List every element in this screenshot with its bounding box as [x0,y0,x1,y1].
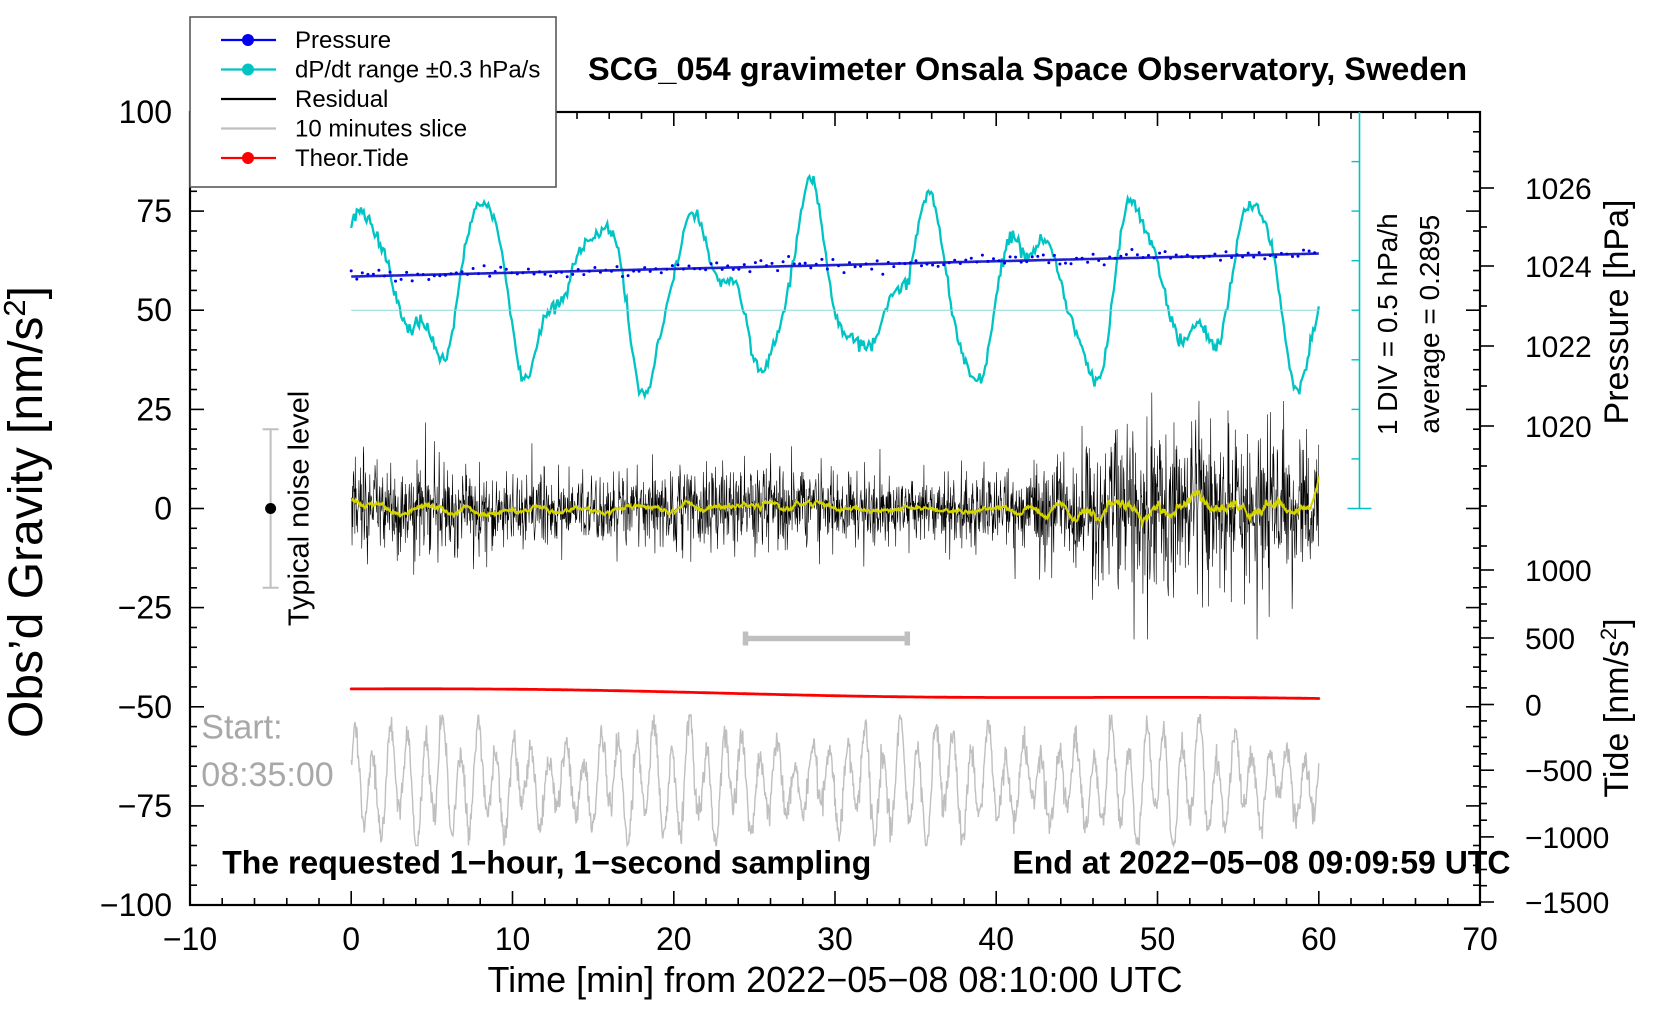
svg-text:40: 40 [978,921,1014,957]
svg-text:1026: 1026 [1525,173,1592,206]
svg-text:Pressure: Pressure [295,27,391,54]
svg-text:−100: −100 [100,887,172,923]
svg-text:dP/dt range ±0.3 hPa/s: dP/dt range ±0.3 hPa/s [295,57,540,84]
svg-text:Obs’d Gravity [nm/s2]: Obs’d Gravity [nm/s2] [0,286,53,738]
svg-text:1022: 1022 [1525,331,1592,364]
svg-text:Theor.Tide: Theor.Tide [295,145,409,172]
svg-text:Pressure [hPa]: Pressure [hPa] [1598,200,1636,425]
svg-text:−500: −500 [1525,755,1593,788]
svg-text:Start:: Start: [201,709,282,747]
svg-text:60: 60 [1301,921,1337,957]
svg-text:−1500: −1500 [1525,887,1609,920]
svg-text:0: 0 [342,921,360,957]
svg-text:The requested 1−hour, 1−second: The requested 1−hour, 1−second sampling [222,844,871,880]
svg-text:End at 2022−05−08 09:09:59 UTC: End at 2022−05−08 09:09:59 UTC [1012,844,1510,880]
svg-text:0: 0 [1525,690,1542,723]
svg-text:Time [min] from 2022−05−08 08:: Time [min] from 2022−05−08 08:10:00 UTC [487,959,1182,1000]
svg-text:500: 500 [1525,623,1575,656]
svg-text:−75: −75 [118,788,172,824]
svg-text:100: 100 [119,94,172,130]
svg-text:−10: −10 [163,921,217,957]
svg-text:30: 30 [817,921,853,957]
svg-text:70: 70 [1462,921,1498,957]
svg-text:SCG_054 gravimeter Onsala Spac: SCG_054 gravimeter Onsala Space Observat… [588,51,1467,87]
svg-text:average = 0.2895: average = 0.2895 [1414,215,1445,434]
svg-text:50: 50 [136,292,172,328]
svg-text:Tide [nm/s2]: Tide [nm/s2] [1596,618,1637,797]
svg-text:−25: −25 [118,590,172,626]
svg-text:10: 10 [495,921,531,957]
svg-text:10 minutes slice: 10 minutes slice [295,116,467,143]
svg-text:−1000: −1000 [1525,822,1609,855]
svg-text:1020: 1020 [1525,411,1592,444]
svg-text:1024: 1024 [1525,251,1592,284]
svg-text:Residual: Residual [295,86,388,113]
svg-text:75: 75 [136,193,172,229]
svg-text:25: 25 [136,391,172,427]
svg-text:−50: −50 [118,689,172,725]
svg-text:20: 20 [656,921,692,957]
svg-text:1 DIV = 0.5 hPa/h: 1 DIV = 0.5 hPa/h [1372,213,1403,435]
svg-text:0: 0 [154,491,172,527]
svg-text:08:35:00: 08:35:00 [201,756,333,794]
svg-text:Typical noise level: Typical noise level [284,391,316,626]
svg-text:50: 50 [1140,921,1176,957]
svg-text:1000: 1000 [1525,555,1592,588]
